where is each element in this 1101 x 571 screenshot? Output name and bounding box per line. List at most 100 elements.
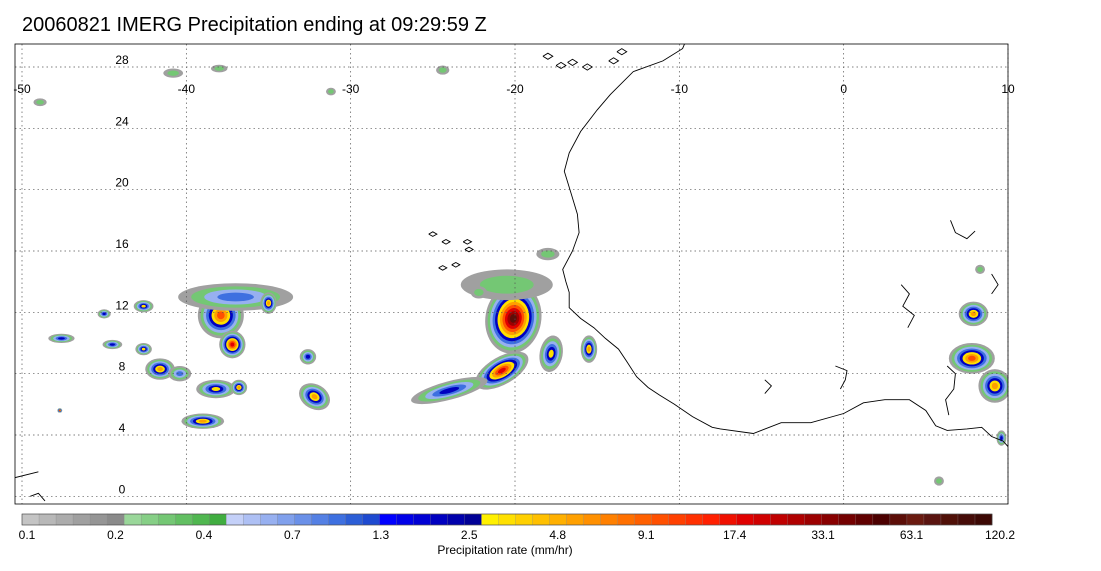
lat-tick-label: 0 xyxy=(119,482,126,496)
colorbar-swatch xyxy=(940,513,959,526)
rain-cell xyxy=(181,413,225,429)
colorbar-swatch xyxy=(719,513,738,526)
rain-contour xyxy=(977,266,983,273)
rain-contour xyxy=(214,66,224,71)
rain-cell xyxy=(580,335,598,363)
colorbar-swatch xyxy=(770,513,789,526)
coastline-segment xyxy=(438,265,448,271)
rain-contour xyxy=(936,478,942,484)
coastline-segment xyxy=(428,231,438,237)
rain-contour xyxy=(217,292,254,302)
colorbar-swatch xyxy=(362,513,380,526)
colorbar-swatch xyxy=(226,513,244,526)
colorbar-swatch xyxy=(260,513,278,526)
colorbar-tick-label: 0.1 xyxy=(18,528,36,542)
rain-cell xyxy=(133,300,154,313)
rain-cell xyxy=(958,301,989,327)
rain-cell xyxy=(975,264,985,274)
rain-cell xyxy=(196,379,236,399)
rain-contour xyxy=(230,342,235,347)
colorbar-swatch xyxy=(243,513,261,526)
rain-cell xyxy=(219,330,246,359)
coastline-segment xyxy=(562,44,1008,448)
rain-cell xyxy=(326,87,336,96)
colorbar-swatch xyxy=(974,513,993,526)
colorbar-swatch xyxy=(481,513,499,526)
rain-cell xyxy=(57,408,63,413)
colorbar-swatch xyxy=(157,513,176,526)
colorbar-swatch xyxy=(617,513,636,526)
coastline-segment xyxy=(555,61,567,70)
coastline-segment xyxy=(15,471,39,479)
coastline xyxy=(15,44,1008,502)
colorbar-swatch xyxy=(702,513,721,526)
colorbar-label: Precipitation rate (mm/hr) xyxy=(437,543,573,557)
rain-cell xyxy=(163,68,184,78)
rain-contour xyxy=(438,67,447,73)
colorbar-swatch xyxy=(294,513,312,526)
rain-contour xyxy=(439,387,460,395)
rain-cell xyxy=(48,333,75,343)
coastline-segment xyxy=(542,52,554,60)
rain-contour xyxy=(141,304,146,308)
rain-cell xyxy=(978,369,1008,403)
colorbar-swatch xyxy=(855,513,874,526)
coastline-segment xyxy=(464,246,475,253)
rain-contour xyxy=(141,347,146,351)
colorbar-frame xyxy=(21,513,993,526)
lat-tick-label: 16 xyxy=(115,237,129,251)
colorbar-swatch xyxy=(277,513,295,526)
coastline-segment xyxy=(462,238,473,245)
colorbar-swatch xyxy=(957,513,976,526)
rain-contour xyxy=(217,311,225,320)
coastline-segment xyxy=(950,220,976,240)
rain-cell xyxy=(168,366,192,382)
coastline-segment xyxy=(582,63,594,71)
rain-contour xyxy=(1000,436,1003,441)
lat-tick-label: 24 xyxy=(115,114,129,128)
rain-contour xyxy=(474,288,484,296)
colorbar-swatch xyxy=(515,513,533,526)
rain-contour xyxy=(59,410,61,411)
colorbar-swatch xyxy=(140,513,159,526)
colorbar-swatch xyxy=(21,513,40,526)
rain-contour xyxy=(167,70,179,76)
coastline-segment xyxy=(608,57,620,65)
lon-tick-label: -10 xyxy=(671,82,689,96)
colorbar-swatch xyxy=(55,513,74,526)
colorbar-swatch xyxy=(209,513,227,526)
lon-tick-label: -40 xyxy=(178,82,196,96)
rain-contour xyxy=(58,337,65,340)
colorbar-swatch xyxy=(600,513,619,526)
rain-contour xyxy=(548,349,554,358)
colorbar-tick-label: 33.1 xyxy=(811,528,835,542)
rain-contour xyxy=(970,311,977,317)
colorbar-swatch xyxy=(430,513,448,526)
colorbar-swatch xyxy=(413,513,431,526)
coastline-segment xyxy=(451,261,461,268)
rain-cell xyxy=(135,343,152,356)
coastline-segment xyxy=(835,365,848,390)
colorbar-swatch xyxy=(651,513,670,526)
colorbar-swatch xyxy=(311,513,329,526)
coastline-segment xyxy=(30,492,46,502)
lat-tick-label: 28 xyxy=(115,53,129,67)
lat-tick-label: 20 xyxy=(115,176,129,190)
lon-tick-label: -20 xyxy=(506,82,524,96)
lat-tick-label: 4 xyxy=(119,421,126,435)
rain-contour xyxy=(266,301,271,306)
rain-contour xyxy=(497,367,506,374)
colorbar-swatch xyxy=(906,513,925,526)
coastline-segment xyxy=(441,238,452,245)
colorbar-swatch xyxy=(583,513,602,526)
rain-cell xyxy=(145,358,175,380)
colorbar-swatch xyxy=(498,513,516,526)
colorbar-swatch xyxy=(345,513,363,526)
colorbar-tick-label: 1.3 xyxy=(372,528,390,542)
coastline-segment xyxy=(616,48,628,56)
rain-cell xyxy=(436,65,450,75)
colorbar-tick-label: 0.2 xyxy=(107,528,124,542)
colorbar-swatch xyxy=(923,513,942,526)
coastline-segment xyxy=(764,379,773,394)
